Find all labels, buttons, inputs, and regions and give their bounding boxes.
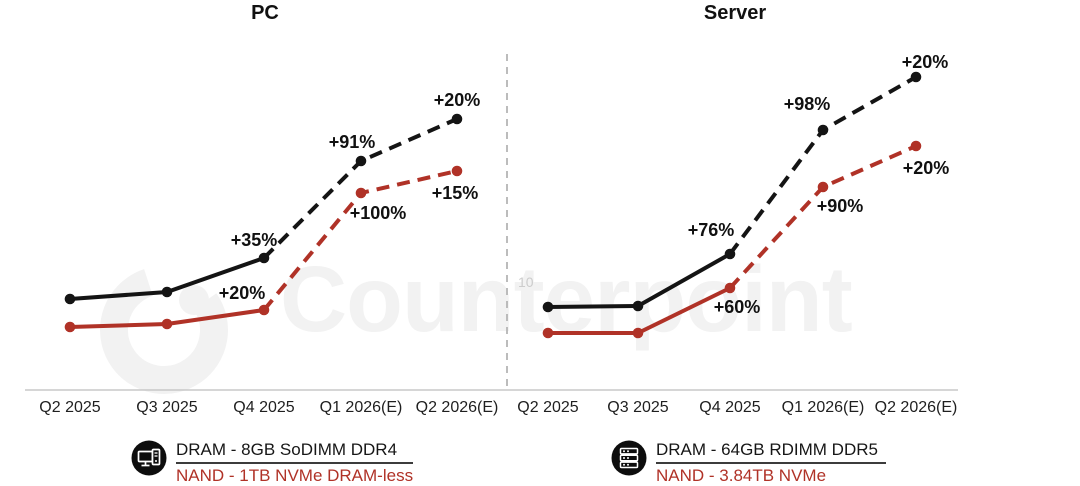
data-point — [632, 327, 644, 339]
data-point — [817, 181, 829, 193]
data-point — [161, 318, 173, 330]
data-point — [451, 165, 463, 177]
server-dram-line-solid — [546, 252, 732, 309]
data-point — [258, 252, 270, 264]
qoq-change-label: +20% — [434, 90, 481, 110]
data-point — [355, 187, 367, 199]
qoq-change-label: +76% — [688, 220, 735, 240]
qoq-change-label: +20% — [219, 283, 266, 303]
data-point — [910, 71, 922, 83]
data-point — [451, 113, 463, 125]
data-point — [724, 248, 736, 260]
data-point — [910, 140, 922, 152]
qoq-change-label: +98% — [784, 94, 831, 114]
data-point — [817, 124, 829, 136]
qoq-change-label: +20% — [903, 158, 950, 178]
data-point — [258, 304, 270, 316]
data-point — [632, 300, 644, 312]
data-point — [542, 327, 554, 339]
data-point — [355, 155, 367, 167]
qoq-change-label: +60% — [714, 297, 761, 317]
data-point — [724, 282, 736, 294]
data-point — [542, 301, 554, 313]
data-point — [64, 321, 76, 333]
qoq-change-label: +90% — [817, 196, 864, 216]
qoq-change-label: +91% — [329, 132, 376, 152]
qoq-change-label: +15% — [432, 183, 479, 203]
qoq-change-label: +35% — [231, 230, 278, 250]
qoq-change-label: +100% — [350, 203, 407, 223]
qoq-change-label: +20% — [902, 52, 949, 72]
data-point — [64, 293, 76, 305]
data-point — [161, 286, 173, 298]
